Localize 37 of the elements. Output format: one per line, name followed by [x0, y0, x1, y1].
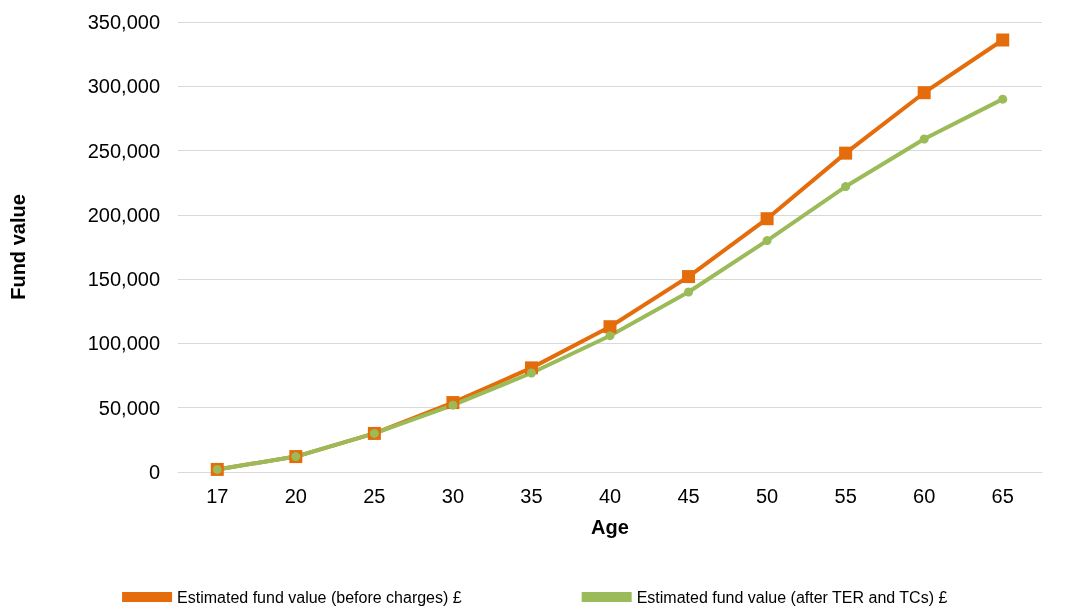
x-tick-label: 65 [991, 485, 1014, 507]
x-tick-label: 20 [284, 485, 307, 507]
point [448, 400, 458, 410]
point [998, 94, 1008, 104]
x-tick-label: 50 [755, 485, 779, 507]
x-axis-title: Age [591, 516, 629, 538]
y-tick-label: 50,000 [98, 396, 160, 419]
point [917, 86, 931, 100]
point [526, 368, 536, 378]
point [682, 270, 696, 284]
y-tick-label: 300,000 [87, 75, 160, 98]
x-tick-label: 60 [913, 485, 936, 507]
y-tick-label: 250,000 [87, 139, 160, 162]
x-tick-label: 45 [677, 485, 700, 507]
legend-label: Estimated fund value (before charges) £ [177, 588, 462, 606]
point [839, 146, 853, 160]
point [605, 331, 615, 341]
point [762, 236, 772, 246]
x-tick-label: 35 [520, 485, 543, 507]
y-tick-label: 350,000 [87, 11, 160, 33]
x-tick-label: 30 [441, 485, 465, 507]
legend-label: Estimated fund value (after TER and TCs) £ [636, 588, 948, 606]
point [996, 33, 1010, 47]
x-tick-label: 17 [206, 485, 229, 507]
x-tick-label: 40 [598, 485, 622, 507]
x-tick-label: 25 [363, 485, 386, 507]
y-axis-title: Fund value [7, 194, 29, 300]
point [841, 182, 851, 192]
y-tick-label: 100,000 [87, 332, 160, 355]
point [684, 287, 694, 297]
y-tick-label: 200,000 [87, 203, 160, 226]
point [603, 320, 617, 334]
y-tick-label: 0 [148, 461, 160, 483]
point [919, 134, 929, 144]
x-tick-label: 55 [834, 485, 857, 507]
point [760, 212, 774, 226]
y-tick-label: 150,000 [87, 268, 160, 291]
